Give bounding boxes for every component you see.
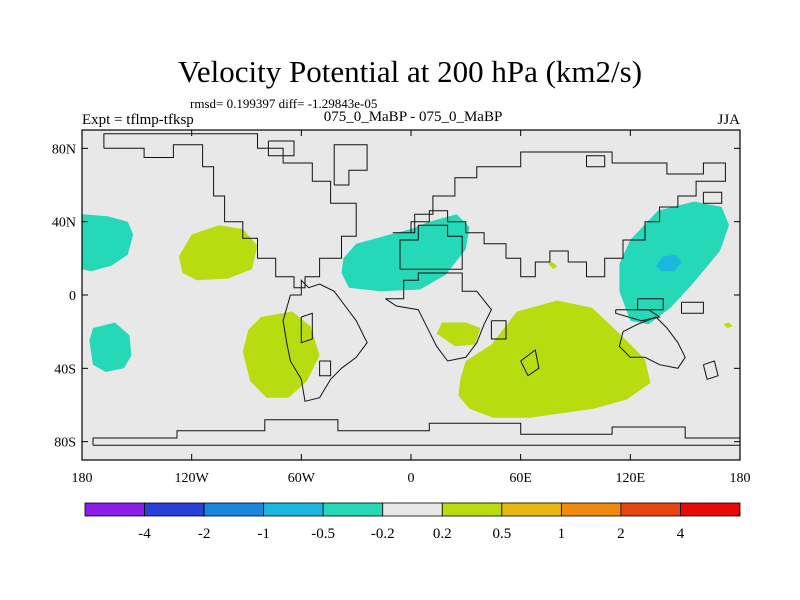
anomaly-pacific-south-negative: [89, 322, 132, 372]
colorbar-swatch: [322, 502, 384, 517]
colorbar-swatch: [144, 502, 205, 517]
experiment-label: Expt = tflmp-tfksp: [82, 112, 194, 128]
coastline-15: [333, 144, 368, 186]
x-tick-label: 120E: [616, 471, 646, 486]
y-axis: 80N 40N 0 40S 80S: [52, 142, 740, 451]
colorbar-label: -0.2: [371, 526, 395, 542]
coastline-4: [319, 360, 332, 377]
colorbar-label: 2: [617, 526, 625, 542]
colorbar-label: -4: [138, 526, 151, 542]
coastline-layer: [92, 133, 741, 446]
anomaly-west-pacific-core: [655, 254, 682, 272]
colorbar-label: 4: [677, 526, 685, 542]
y-tick-label: 40S: [54, 362, 76, 377]
colorbar-swatch: [560, 502, 622, 517]
coastline-18: [702, 191, 723, 204]
y-tick-label: 80N: [52, 142, 76, 157]
coastline-14: [520, 349, 540, 377]
colorbar-label: -2: [198, 526, 211, 542]
x-tick-label: 60E: [509, 471, 532, 486]
x-axis: 180 120W 60W 0 60E 120E 180: [72, 130, 751, 486]
colorbar-label: 0.5: [492, 526, 511, 542]
coastline-6: [399, 224, 463, 270]
comparison-label: 075_0_MaBP - 075_0_MaBP: [324, 109, 503, 125]
season-label: JJA: [717, 112, 740, 128]
anomaly-south-america-positive: [242, 311, 320, 398]
plot-area: 180 120W 60W 0 60E 120E 180 80N 40N 0 40S 80S: [52, 129, 751, 486]
coastline-10: [637, 298, 664, 311]
coastline-16: [267, 140, 295, 157]
coastline-7: [392, 151, 726, 278]
colorbar-swatch: [620, 502, 681, 517]
colorbar-label: -1: [257, 526, 270, 542]
colorbar: -4 -2 -1 -0.5 -0.2 0.2 0.5 1 2 4: [84, 502, 741, 542]
coastline-5: [385, 272, 492, 362]
colorbar-swatch: [84, 502, 145, 517]
coastline-2: [282, 279, 368, 402]
y-tick-label: 40N: [52, 216, 76, 231]
x-tick-label: 180: [72, 471, 93, 486]
anomaly-east-asia-small-positive: [548, 262, 558, 270]
colorbar-swatch: [501, 502, 562, 517]
anomaly-pacific-north-negative: [82, 214, 134, 272]
anomaly-central-america-positive: [178, 225, 258, 281]
stats-text: rmsd= 0.199397 diff= -1.29843e-05: [190, 96, 377, 111]
x-tick-label: 60W: [288, 471, 316, 486]
chart-title: Velocity Potential at 200 hPa (km2/s): [178, 54, 642, 89]
coastline-13: [702, 360, 719, 380]
coastline-8: [490, 320, 507, 340]
anomaly-mideast-negative: [341, 214, 470, 292]
y-tick-label: 0: [69, 289, 76, 304]
colorbar-swatch: [680, 502, 741, 517]
x-tick-label: 180: [730, 471, 751, 486]
coastline-11: [681, 301, 704, 314]
colorbar-swatch: [382, 502, 443, 517]
x-tick-label: 120W: [175, 471, 210, 486]
anomaly-pacific-tiny-positive: [723, 322, 733, 328]
coastline-17: [92, 419, 741, 446]
coastline-19: [586, 155, 606, 168]
colorbar-swatch: [203, 502, 265, 517]
colorbar-swatch: [263, 502, 324, 517]
colorbar-label: 0.2: [433, 526, 452, 542]
coastline-1: [103, 133, 357, 289]
anomaly-africa-east-positive: [436, 322, 481, 347]
colorbar-swatch: [441, 502, 503, 517]
y-tick-label: 80S: [54, 436, 76, 451]
colorbar-label: -0.5: [311, 526, 335, 542]
coastline-12: [618, 316, 686, 369]
coastline-3: [300, 312, 313, 344]
colorbar-label: 1: [558, 526, 566, 542]
x-tick-label: 0: [408, 471, 415, 486]
